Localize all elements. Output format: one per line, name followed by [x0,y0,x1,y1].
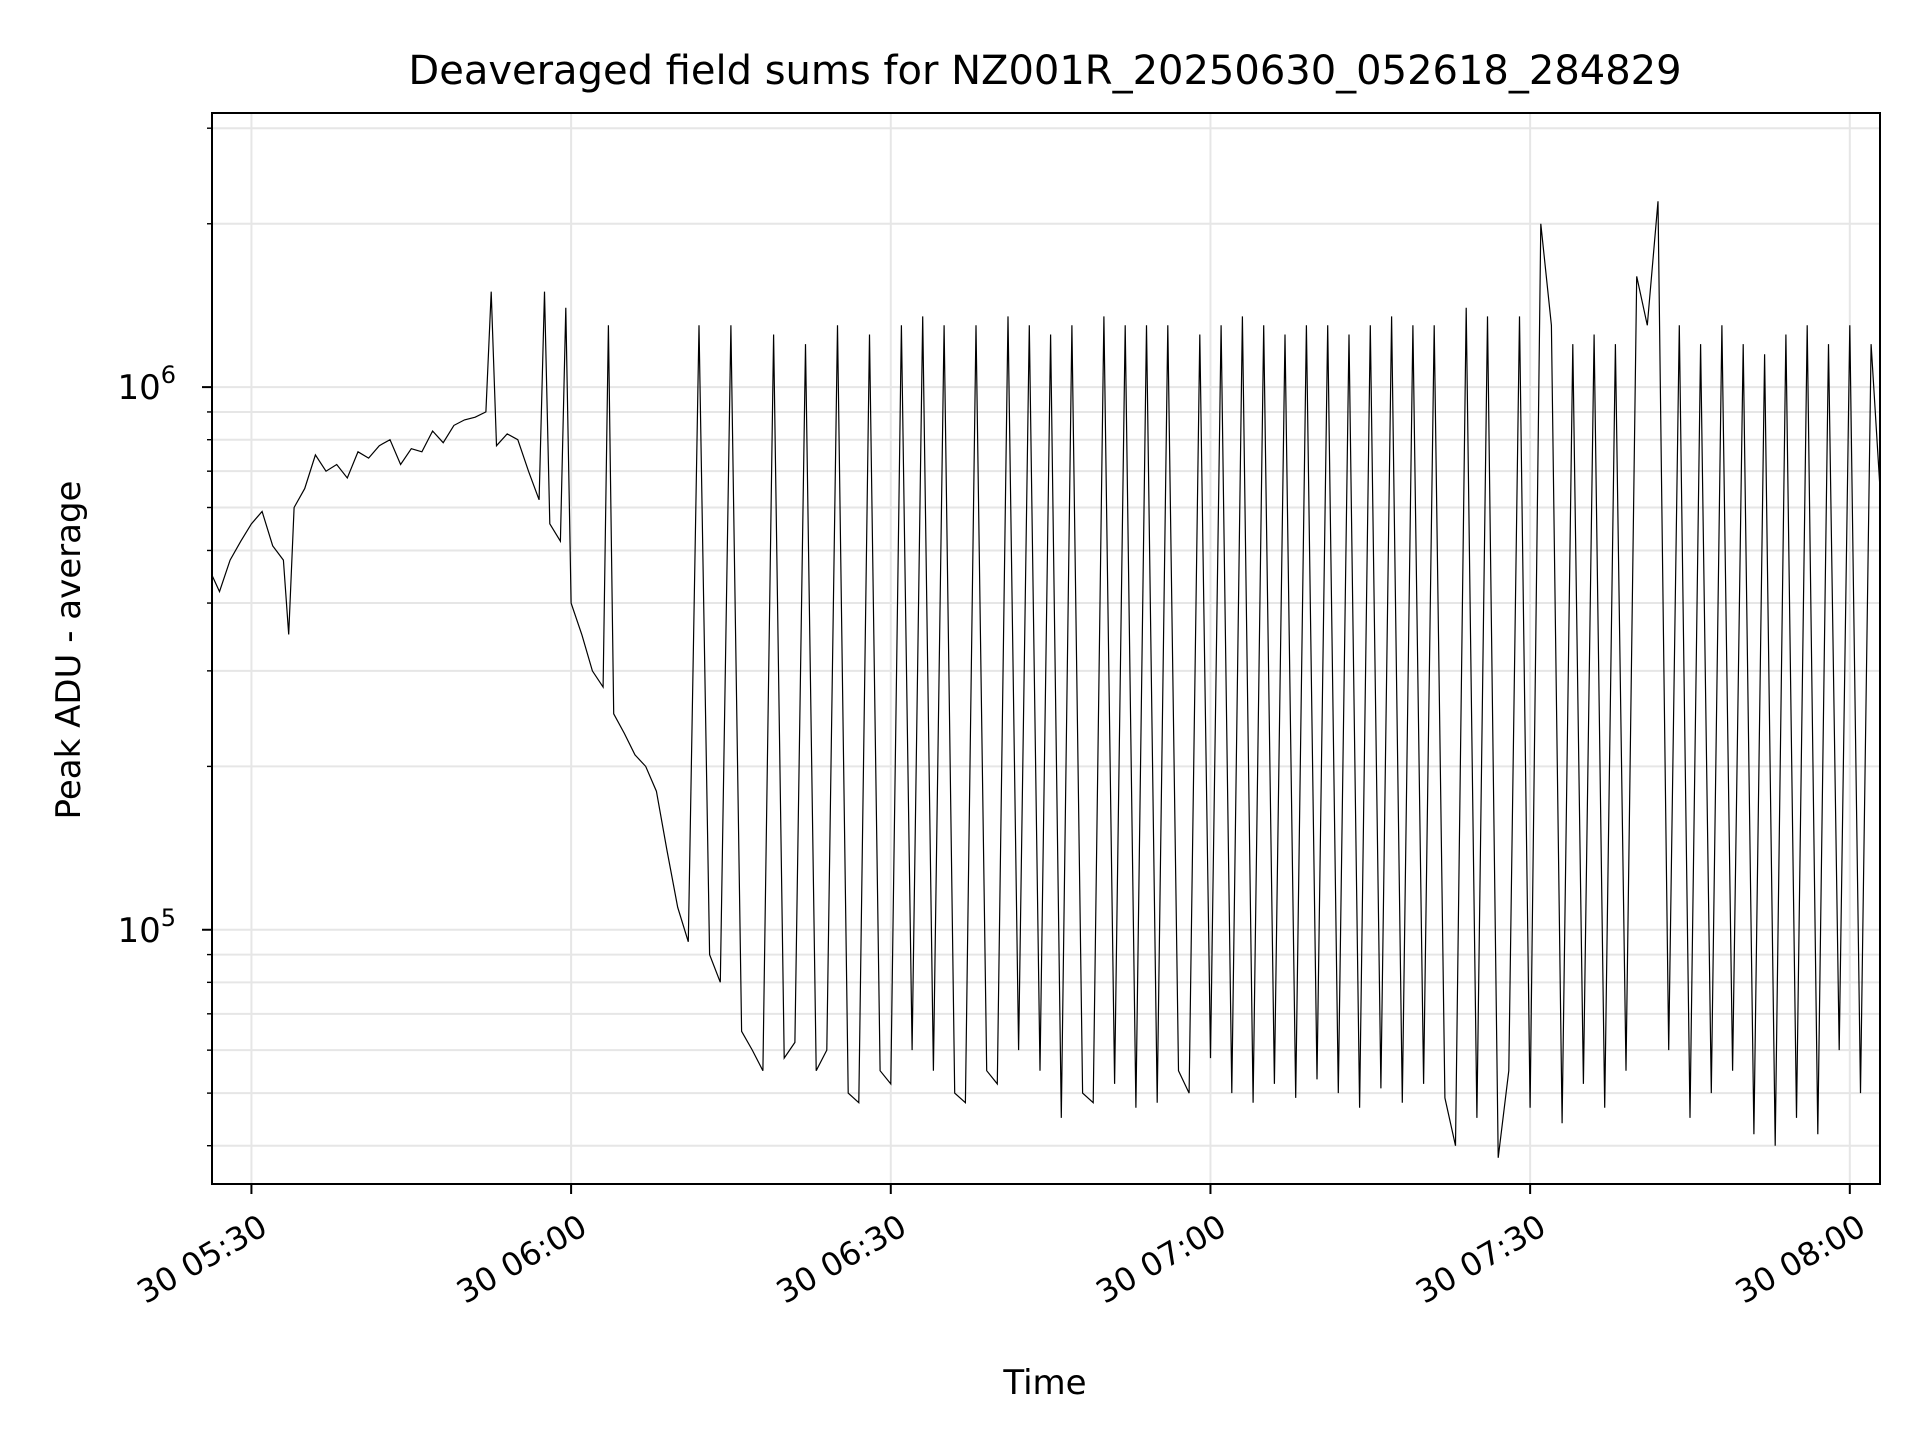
grid-lines [212,113,1880,1184]
series-line [211,201,1881,1158]
chart-title: Deaveraged field sums for NZ001R_2025063… [408,48,1681,94]
x-axis-label: Time [1002,1363,1086,1403]
plot-area [211,201,1881,1158]
y-axis-label: Peak ADU - average [49,481,89,820]
y-tick-label: 106 [117,361,176,408]
axes-frame [211,112,1881,1185]
